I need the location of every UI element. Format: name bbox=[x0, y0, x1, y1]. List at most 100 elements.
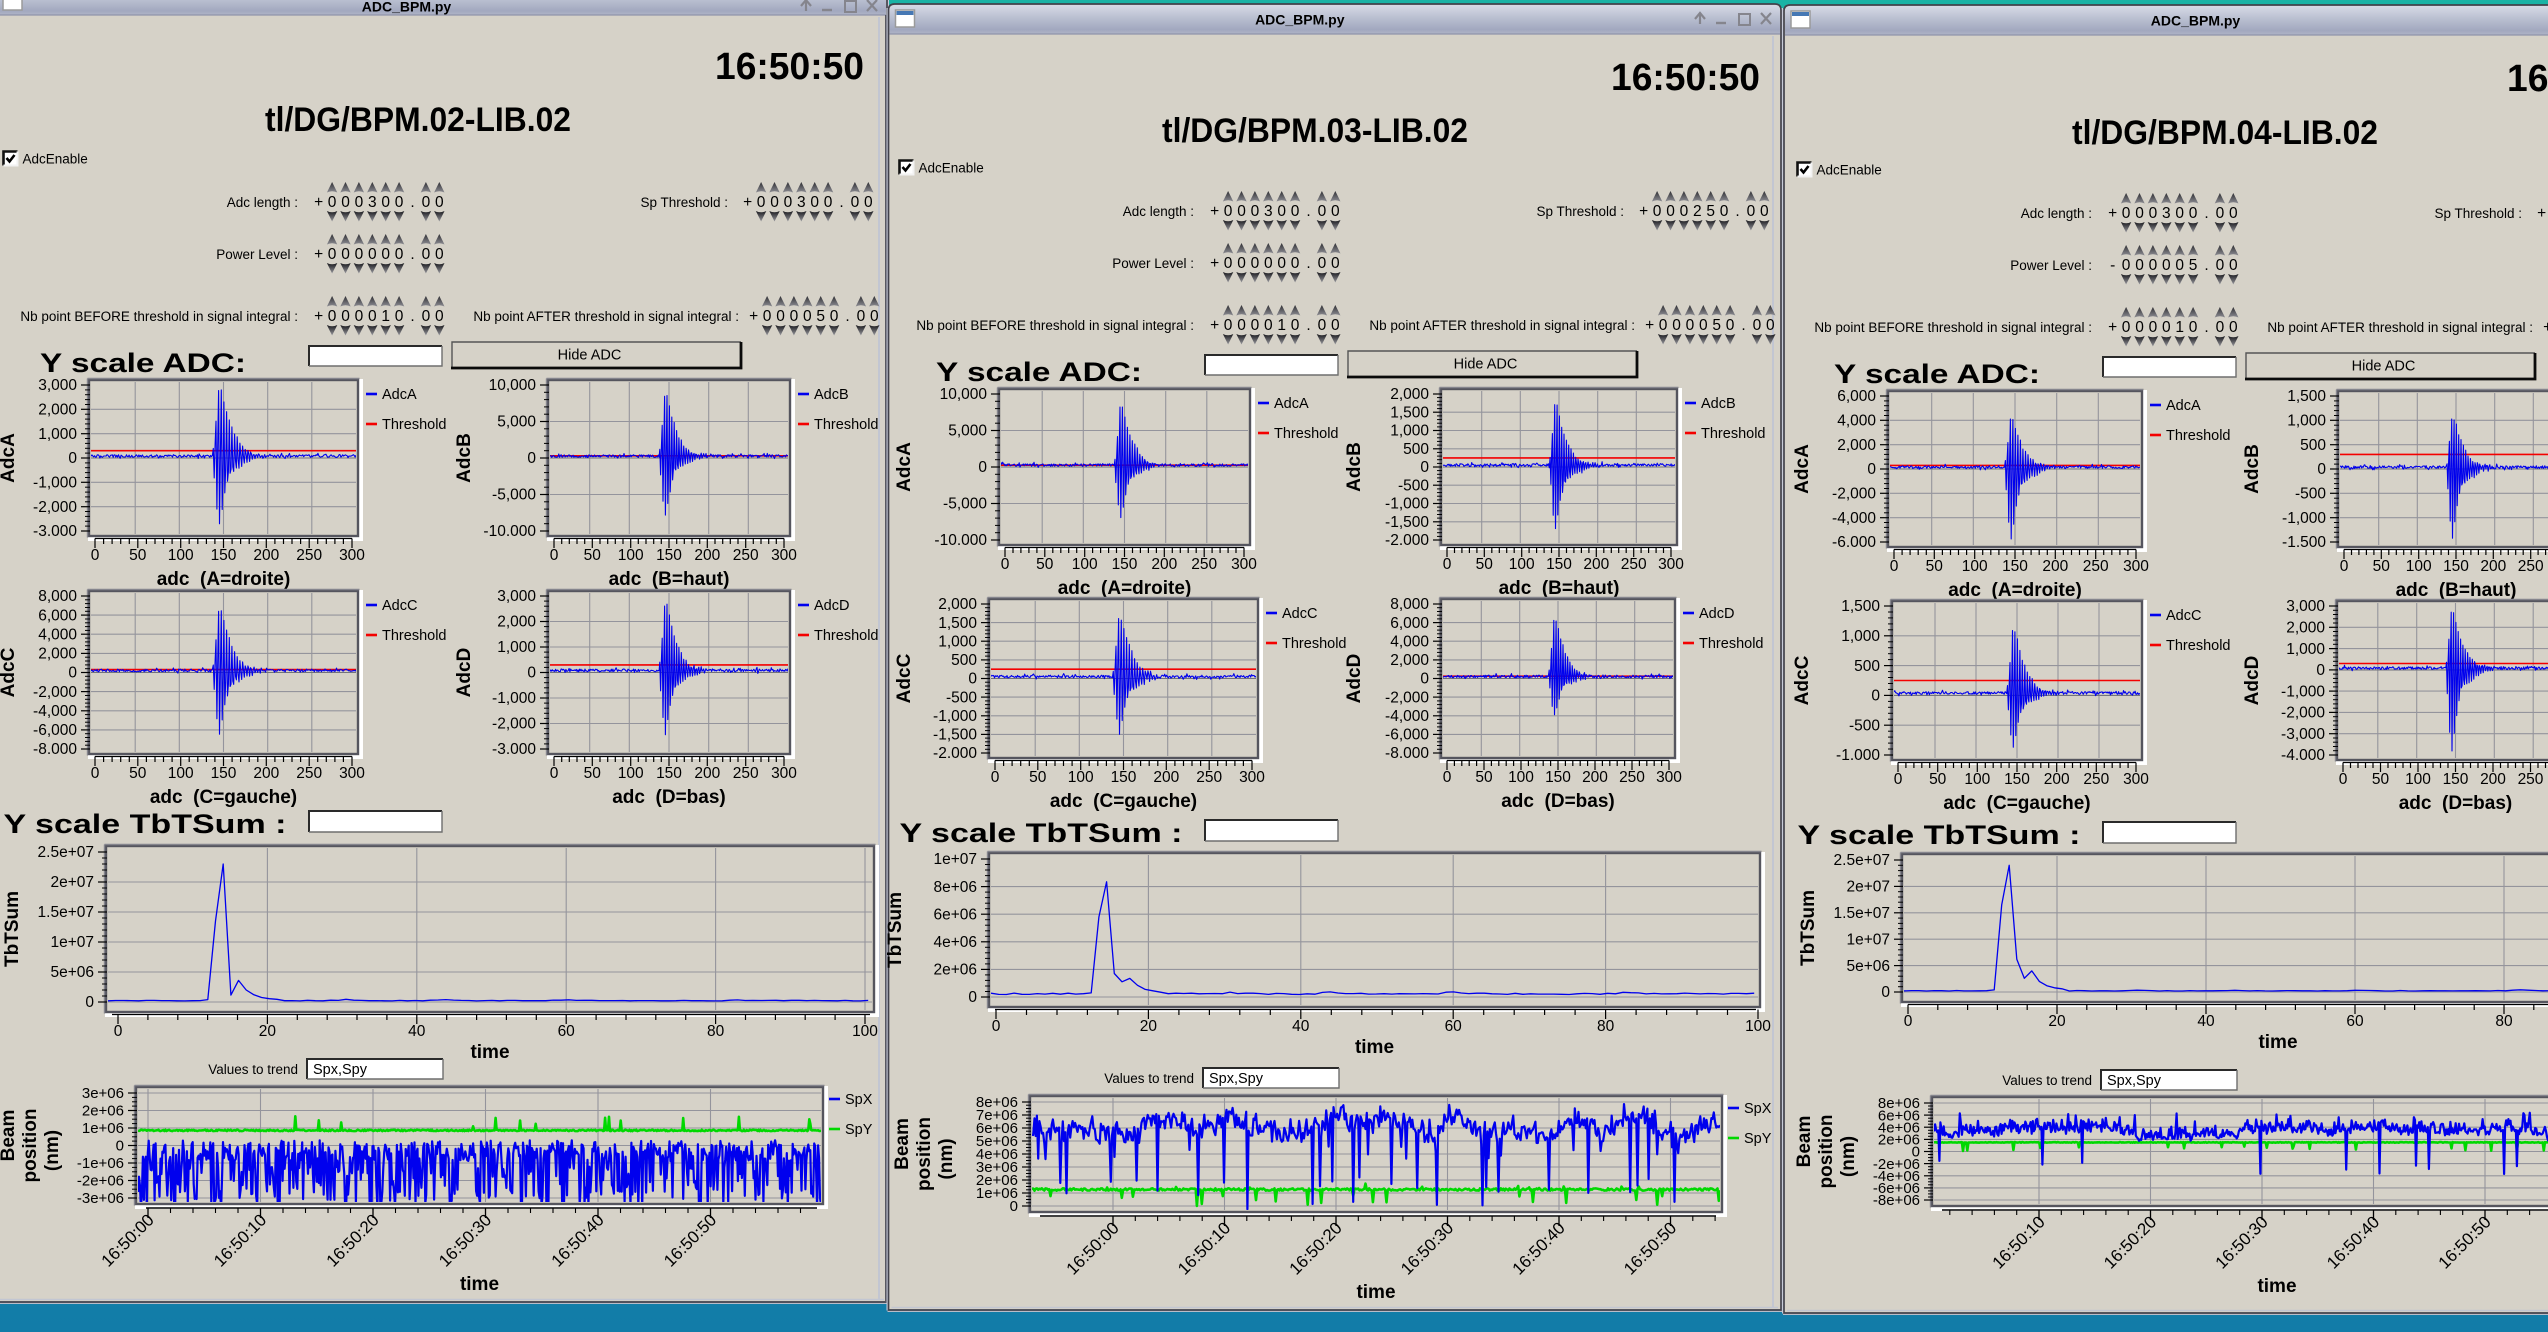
svg-text:0: 0 bbox=[114, 1023, 123, 1040]
svg-text:0: 0 bbox=[355, 194, 364, 211]
svg-text:300: 300 bbox=[339, 547, 365, 564]
svg-text:0: 0 bbox=[1001, 556, 1010, 573]
svg-text:adc (D=bas): adc (D=bas) bbox=[2399, 793, 2513, 814]
svg-text:0: 0 bbox=[116, 1138, 124, 1155]
svg-text:0: 0 bbox=[864, 194, 873, 211]
svg-text:time: time bbox=[1356, 1282, 1395, 1303]
svg-text:150: 150 bbox=[1111, 769, 1137, 786]
svg-text:Hide ADC: Hide ADC bbox=[558, 348, 622, 364]
svg-text:4,000: 4,000 bbox=[1390, 634, 1429, 651]
svg-text:0: 0 bbox=[381, 194, 390, 211]
svg-text:1: 1 bbox=[381, 308, 390, 325]
svg-text:40: 40 bbox=[408, 1023, 426, 1040]
svg-text:.: . bbox=[1741, 317, 1745, 334]
svg-text:+: + bbox=[2537, 205, 2546, 222]
svg-text:0: 0 bbox=[2135, 257, 2144, 274]
svg-text:250: 250 bbox=[2518, 558, 2544, 575]
svg-text:-8.000: -8.000 bbox=[33, 741, 77, 758]
svg-text:200: 200 bbox=[1582, 769, 1608, 786]
svg-text:100: 100 bbox=[618, 765, 644, 782]
svg-text:(nm): (nm) bbox=[1838, 1136, 1859, 1177]
svg-text:150: 150 bbox=[2443, 771, 2469, 788]
svg-text:3e+06: 3e+06 bbox=[976, 1159, 1018, 1176]
svg-text:200: 200 bbox=[1153, 769, 1179, 786]
svg-text:ADC_BPM.py: ADC_BPM.py bbox=[1255, 12, 1345, 28]
svg-text:Beam: Beam bbox=[1794, 1116, 1815, 1168]
svg-text:-2,000: -2,000 bbox=[33, 684, 77, 701]
svg-text:Threshold: Threshold bbox=[1701, 426, 1765, 442]
svg-text:0: 0 bbox=[395, 308, 404, 325]
svg-text:0: 0 bbox=[1291, 255, 1300, 272]
svg-text:0: 0 bbox=[2340, 558, 2349, 575]
svg-text:200: 200 bbox=[694, 765, 720, 782]
svg-text:4,000: 4,000 bbox=[38, 627, 77, 644]
svg-text:+: + bbox=[314, 246, 323, 263]
svg-text:0: 0 bbox=[2189, 205, 2198, 222]
svg-text:80: 80 bbox=[2495, 1013, 2513, 1030]
svg-text:300: 300 bbox=[2123, 558, 2149, 575]
svg-text:.: . bbox=[845, 308, 849, 325]
svg-text:20: 20 bbox=[2048, 1013, 2066, 1030]
svg-text:ADC_BPM.py: ADC_BPM.py bbox=[2151, 13, 2241, 29]
svg-text:300: 300 bbox=[771, 765, 797, 782]
svg-text:0: 0 bbox=[68, 450, 77, 467]
svg-text:0: 0 bbox=[1420, 671, 1429, 688]
svg-text:time: time bbox=[1355, 1037, 1394, 1058]
svg-text:Values to trend: Values to trend bbox=[2002, 1073, 2092, 1088]
svg-text:.: . bbox=[2204, 319, 2208, 336]
svg-text:-1,500: -1,500 bbox=[1385, 514, 1429, 531]
svg-text:0: 0 bbox=[803, 308, 812, 325]
svg-text:0: 0 bbox=[1251, 317, 1260, 334]
svg-text:0: 0 bbox=[328, 246, 337, 263]
svg-text:10,000: 10,000 bbox=[940, 386, 988, 403]
svg-text:-1e+06: -1e+06 bbox=[77, 1155, 124, 1172]
svg-text:0: 0 bbox=[763, 308, 772, 325]
svg-text:-500: -500 bbox=[1398, 477, 1429, 494]
svg-text:2e+06: 2e+06 bbox=[976, 1172, 1018, 1189]
svg-text:8,000: 8,000 bbox=[38, 588, 77, 605]
svg-text:0: 0 bbox=[422, 246, 431, 263]
svg-text:4e+06: 4e+06 bbox=[976, 1146, 1018, 1163]
svg-text:0: 0 bbox=[824, 194, 833, 211]
svg-text:50: 50 bbox=[1029, 769, 1047, 786]
svg-text:.: . bbox=[410, 308, 414, 325]
svg-text:1,000: 1,000 bbox=[2286, 641, 2325, 658]
svg-text:AdcA: AdcA bbox=[1274, 396, 1309, 412]
svg-text:position: position bbox=[914, 1117, 935, 1191]
svg-text:6e+06: 6e+06 bbox=[933, 906, 977, 923]
svg-text:+: + bbox=[1210, 203, 1219, 220]
svg-text:5e+06: 5e+06 bbox=[976, 1133, 1018, 1150]
svg-text:-2,000: -2,000 bbox=[492, 716, 536, 733]
svg-text:2e+07: 2e+07 bbox=[50, 874, 94, 891]
svg-text:SpX: SpX bbox=[1744, 1101, 1772, 1117]
svg-text:50: 50 bbox=[584, 765, 602, 782]
svg-text:-500: -500 bbox=[1849, 717, 1880, 734]
svg-text:Threshold: Threshold bbox=[1282, 636, 1346, 652]
svg-text:4,000: 4,000 bbox=[1837, 413, 1876, 430]
svg-text:2,000: 2,000 bbox=[38, 646, 77, 663]
svg-text:.: . bbox=[1735, 203, 1739, 220]
svg-text:ADC_BPM.py: ADC_BPM.py bbox=[362, 0, 452, 15]
svg-text:0: 0 bbox=[2339, 771, 2348, 788]
svg-text:+: + bbox=[2108, 319, 2117, 336]
svg-text:-1.500: -1.500 bbox=[2282, 534, 2326, 551]
svg-text:0: 0 bbox=[1912, 1144, 1920, 1161]
svg-text:0: 0 bbox=[550, 765, 559, 782]
svg-text:Threshold: Threshold bbox=[814, 417, 878, 433]
svg-text:AdcEnable: AdcEnable bbox=[919, 161, 984, 176]
svg-text:0: 0 bbox=[1747, 203, 1756, 220]
svg-text:2e+06: 2e+06 bbox=[933, 962, 977, 979]
svg-text:.: . bbox=[839, 194, 843, 211]
svg-text:0: 0 bbox=[1277, 203, 1286, 220]
svg-text:adc (D=bas): adc (D=bas) bbox=[1501, 791, 1615, 812]
svg-text:AdcC: AdcC bbox=[2166, 608, 2201, 624]
svg-text:-2.000: -2.000 bbox=[1385, 532, 1429, 549]
svg-text:2,000: 2,000 bbox=[1390, 386, 1429, 403]
svg-text:8,000: 8,000 bbox=[1390, 596, 1429, 613]
svg-text:Adc length :: Adc length : bbox=[227, 195, 298, 210]
svg-text:Beam: Beam bbox=[0, 1110, 19, 1162]
svg-text:-2e+06: -2e+06 bbox=[1873, 1156, 1920, 1173]
svg-text:0: 0 bbox=[991, 769, 1000, 786]
svg-text:0: 0 bbox=[810, 194, 819, 211]
svg-text:100: 100 bbox=[1745, 1018, 1771, 1035]
